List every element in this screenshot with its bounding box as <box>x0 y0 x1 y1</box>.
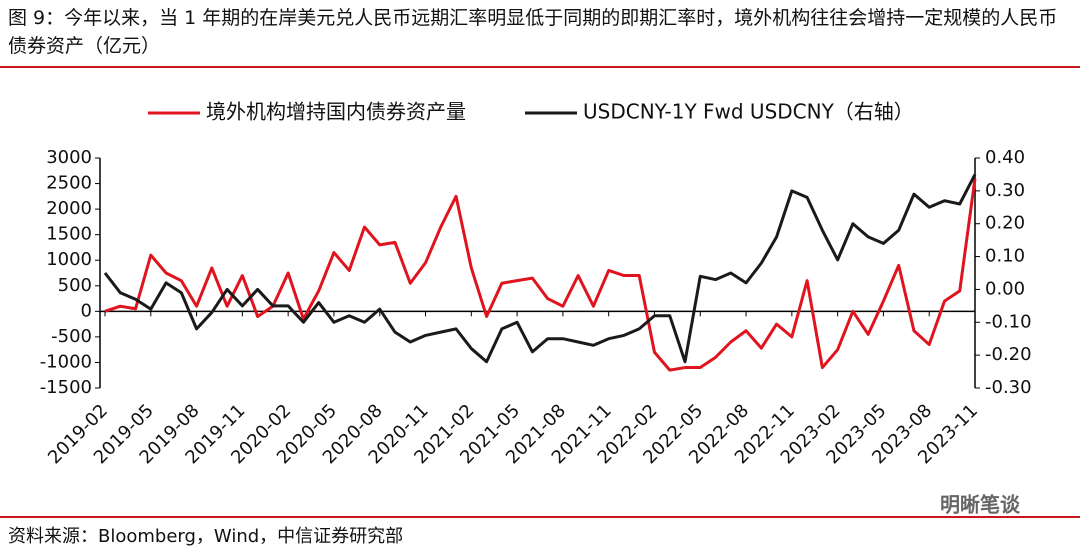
y2-tick-label: 0.10 <box>985 246 1025 267</box>
y-tick-label: 2500 <box>46 173 92 194</box>
y-tick-label: 1000 <box>46 249 92 270</box>
y2-tick-label: -0.30 <box>985 377 1032 398</box>
line-series <box>104 178 977 372</box>
y-tick-label: 500 <box>58 275 92 296</box>
y-tick-label: 2000 <box>46 198 92 219</box>
y2-tick-label: 0.00 <box>985 278 1025 299</box>
y-tick-label: 3000 <box>46 147 92 168</box>
watermark: 明晰笔谈 <box>940 493 1021 517</box>
source: 资料来源：Bloomberg，Wind，中信证券研究部 <box>8 526 404 547</box>
rule <box>0 66 1080 68</box>
y2-tick-label: -0.20 <box>985 344 1032 365</box>
y-tick-label: 1500 <box>46 224 92 245</box>
y-tick-label: -500 <box>51 326 92 347</box>
legend-label: 境外机构增持国内债券资产量 <box>206 100 466 124</box>
y-tick-label: -1000 <box>40 351 92 372</box>
y2-tick-label: 0.30 <box>985 180 1025 201</box>
y2-tick-label: -0.10 <box>985 311 1032 332</box>
chart-title: 图 9：今年以来，当 1 年期的在岸美元兑人民币远期汇率明显低于同期的即期汇率时… <box>8 7 1058 57</box>
y-tick-label: 0 <box>81 300 92 321</box>
legend-label: USDCNY-1Y Fwd USDCNY（右轴） <box>583 100 914 124</box>
line-series <box>103 173 977 364</box>
y2-tick-label: 0.40 <box>985 147 1025 168</box>
rule <box>0 516 1080 518</box>
y-tick-label: -1500 <box>40 377 92 398</box>
y2-tick-label: 0.20 <box>985 213 1025 234</box>
